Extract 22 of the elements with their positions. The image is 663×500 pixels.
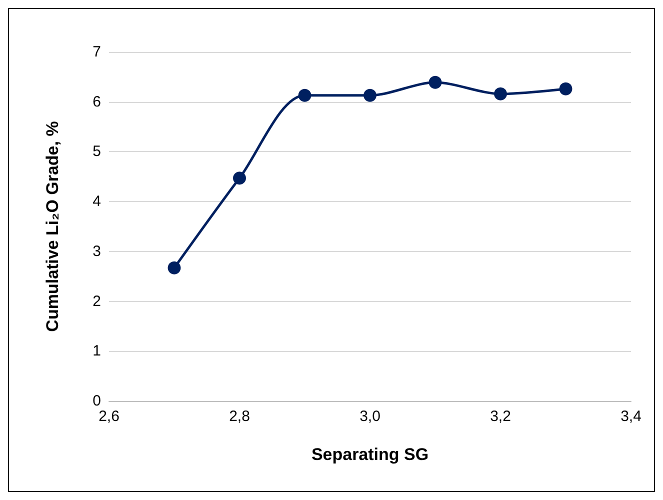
y-axis-title: Cumulative Li₂O Grade, % [43, 121, 62, 332]
point [168, 261, 181, 274]
point [298, 88, 312, 102]
y-tick-label: 2 [92, 292, 101, 310]
y-tick-label: 7 [92, 44, 101, 60]
x-tick-label: 2,6 [98, 408, 120, 425]
y-tick-label: 4 [92, 193, 101, 210]
point [494, 87, 507, 100]
x-tick-label: 3,2 [490, 408, 511, 425]
x-tick-label: 2,8 [229, 408, 250, 425]
point [559, 82, 572, 96]
point [364, 88, 376, 102]
y-tick-label: 1 [92, 342, 101, 360]
point [233, 172, 246, 185]
x-tick-label: 3,0 [360, 408, 380, 425]
y-tick-label: 6 [92, 93, 101, 110]
y-tick-label: 3 [92, 242, 101, 260]
x-axis-title: Separating SG [311, 445, 429, 464]
x-tick-label: 3,4 [620, 408, 642, 425]
y-tick-label: 0 [92, 392, 101, 410]
y-tick-label: 5 [92, 143, 101, 160]
point [428, 76, 442, 89]
